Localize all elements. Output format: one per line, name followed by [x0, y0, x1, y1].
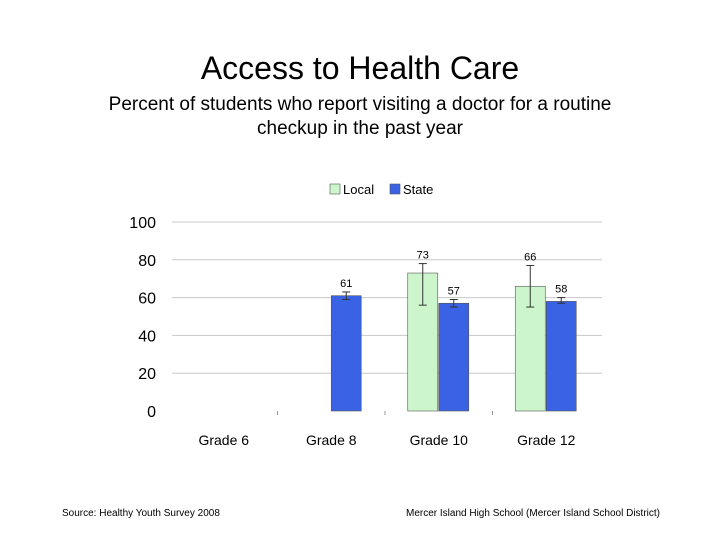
y-tick-label: 40	[138, 328, 156, 345]
data-label: 57	[448, 285, 460, 297]
error-bars	[342, 263, 566, 308]
x-tick-label: Grade 6	[198, 432, 249, 448]
data-label: 58	[555, 284, 567, 296]
bar-state	[438, 302, 470, 412]
bar-state	[330, 295, 362, 412]
legend-swatch	[389, 183, 401, 195]
x-tick-label: Grade 12	[517, 432, 576, 448]
data-label: 66	[524, 251, 536, 263]
data-labels: 73 66 61 57 58	[340, 250, 567, 298]
x-axis-ticks: Grade 6 Grade 8 Grade 10 Grade 12	[198, 411, 576, 448]
bar-state	[545, 301, 577, 412]
source-note: Source: Healthy Youth Survey 2008	[62, 508, 220, 519]
data-label: 61	[340, 278, 352, 290]
data-label: 73	[417, 250, 429, 262]
y-tick-label: 0	[147, 404, 156, 421]
y-axis-ticks: 0 20 40 60 80 100	[129, 215, 156, 421]
x-tick-label: Grade 8	[306, 432, 357, 448]
legend-label: Local	[343, 182, 374, 197]
y-tick-label: 60	[138, 291, 156, 308]
legend-label: State	[403, 182, 433, 197]
y-tick-label: 100	[129, 215, 156, 232]
legend-swatch	[329, 183, 341, 195]
y-tick-label: 80	[138, 253, 156, 270]
school-note: Mercer Island High School (Mercer Island…	[406, 508, 660, 519]
legend: Local State	[329, 182, 433, 197]
x-tick-label: Grade 10	[410, 432, 469, 448]
slide-title: Access to Health Care	[200, 50, 520, 86]
slide-subtitle: Percent of students who report visiting …	[108, 94, 612, 139]
y-tick-label: 20	[138, 366, 156, 383]
